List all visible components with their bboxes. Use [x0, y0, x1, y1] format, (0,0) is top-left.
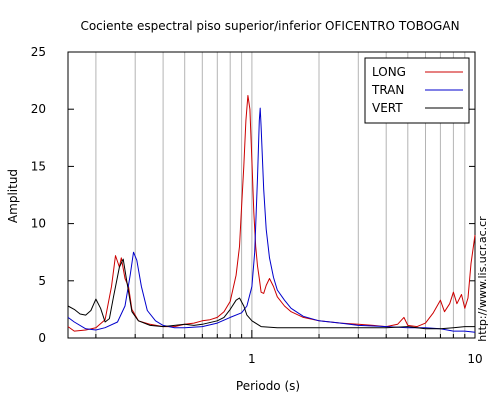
y-tick-label: 5: [38, 274, 46, 288]
x-tick-label: 10: [467, 352, 482, 366]
y-tick-label: 15: [31, 159, 46, 173]
x-axis: 1 10: [95, 330, 483, 366]
plot-frame: [67, 51, 476, 339]
legend-label-vert: VERT: [372, 101, 403, 115]
source-url: http://www.lis.ucr.ac.cr: [476, 216, 489, 342]
y-axis-label: Amplitud: [6, 169, 20, 223]
series-line-long: [67, 95, 476, 332]
series-line-vert: [67, 258, 475, 330]
series-lines: [67, 95, 476, 333]
legend: LONG TRAN VERT: [364, 57, 470, 124]
y-tick-label: 20: [31, 102, 46, 116]
legend-label-long: LONG: [372, 65, 406, 79]
y-tick-label: 10: [31, 217, 46, 231]
legend-label-tran: TRAN: [371, 83, 404, 97]
x-tick-label: 1: [248, 352, 256, 366]
series-line-tran: [67, 107, 476, 333]
y-axis: 0 5 10 15 20 25: [31, 45, 475, 345]
chart-title: Cociente espectral piso superior/inferio…: [80, 19, 459, 33]
x-axis-label: Periodo (s): [236, 379, 300, 393]
y-tick-label: 25: [31, 45, 46, 59]
y-tick-label: 0: [38, 331, 46, 345]
